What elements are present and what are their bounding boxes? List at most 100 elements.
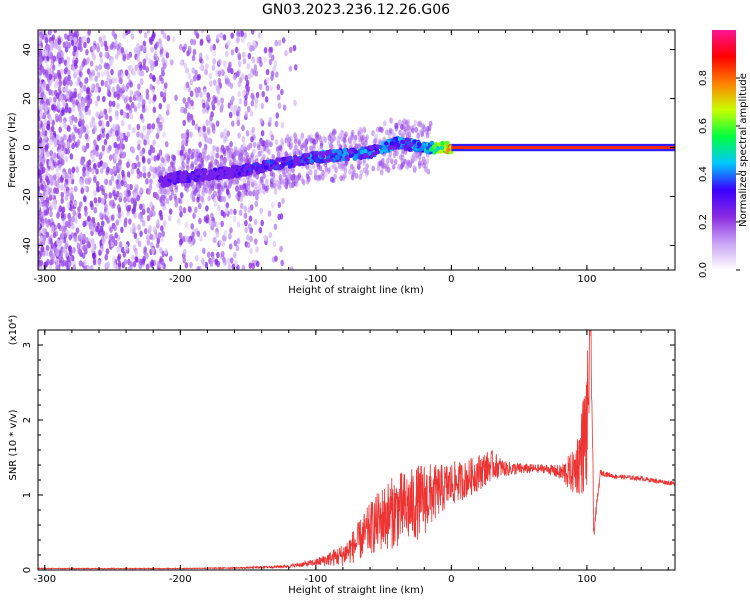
spectrogram-noise-point [148, 183, 153, 191]
spectrogram-noise-point [252, 141, 257, 148]
spectrogram-noise-point [178, 232, 183, 239]
spectrogram-noise-point [232, 215, 237, 223]
spectrogram-noise-point [102, 95, 106, 103]
spectrogram-noise-point [62, 100, 67, 108]
spectrogram-haze-point [348, 168, 352, 175]
spectrogram-noise-point [81, 119, 85, 126]
spectrogram-haze-point [267, 139, 271, 146]
spectrogram-noise-point [254, 102, 258, 109]
spectrogram-noise-point [84, 105, 88, 113]
spectrogram-haze-point [198, 195, 203, 202]
spectrogram-noise-point [281, 197, 285, 205]
spectrogram-noise-point [236, 221, 241, 228]
spectrogram-noise-point [242, 51, 246, 59]
spectrogram-noise-point [102, 34, 106, 41]
spectrogram-haze-point [161, 197, 166, 204]
spectrogram-haze-point [162, 188, 167, 195]
spectrogram-noise-point [64, 76, 68, 83]
spectrogram-haze-point [237, 155, 242, 162]
spectrogram-noise-point [101, 144, 106, 152]
spectrogram-noise-point [146, 214, 151, 222]
spectrogram-noise-point [129, 261, 134, 268]
spectrogram-noise-point [96, 95, 101, 102]
spectrogram-noise-point [76, 139, 81, 146]
spectrogram-noise-point [38, 237, 41, 244]
spectrogram-noise-point [70, 194, 75, 201]
spectrogram-noise-point [51, 64, 56, 71]
spectrogram-signal-point [250, 164, 255, 170]
spectrogram-noise-point [228, 233, 232, 240]
spectrogram-noise-point [135, 94, 140, 102]
spectrogram-noise-point [66, 148, 71, 155]
spectrogram-noise-point [130, 197, 135, 204]
spectrogram-noise-point [267, 210, 272, 217]
spectrogram-noise-point [92, 54, 96, 61]
spectrogram-noise-point [191, 67, 196, 74]
spectrogram-noise-point [64, 261, 69, 268]
spectrogram-noise-point [44, 249, 49, 257]
spectrogram-noise-point [53, 82, 58, 89]
spectrogram-noise-point [57, 143, 62, 151]
spectrogram-noise-point [184, 262, 189, 269]
spectrogram-signal-point [202, 169, 208, 174]
spectrogram-noise-point [48, 96, 53, 104]
spectrogram-haze-point [322, 135, 326, 142]
spectrogram-noise-point [176, 218, 181, 225]
spectrogram-haze-point [360, 134, 364, 141]
spectrogram-noise-point [93, 162, 97, 170]
spectrogram-noise-point [139, 258, 143, 266]
spectrogram-noise-point [65, 172, 70, 180]
spectrogram-noise-point [75, 80, 79, 87]
spectrogram-noise-point [160, 258, 165, 266]
spectrogram-noise-point [55, 264, 60, 270]
spectrogram-noise-point [288, 46, 293, 54]
spectrogram-noise-point [79, 45, 83, 53]
spectrogram-signal-point [407, 147, 413, 152]
spectrogram-noise-point [91, 116, 95, 123]
spectrogram-noise-point [202, 125, 207, 133]
spectrogram-noise-point [226, 77, 230, 85]
spectrogram-haze-point [223, 156, 228, 163]
spectrogram-noise-point [211, 100, 215, 107]
spectrogram-noise-point [145, 66, 150, 73]
spectrogram-noise-point [73, 36, 77, 44]
spectrogram-haze-point [200, 162, 205, 169]
spectrogram-noise-point [200, 30, 205, 34]
spectrogram-noise-point [195, 91, 199, 98]
spectrogram-noise-point [108, 192, 113, 199]
spectrogram-signal-point [246, 162, 251, 168]
spectrogram-noise-point [90, 229, 94, 237]
spectrogram-haze-point [297, 172, 302, 179]
spectrogram-noise-point [51, 34, 56, 41]
spectrogram-noise-point [129, 227, 134, 234]
spectrogram-noise-point [100, 245, 104, 252]
spectrogram-noise-point [137, 161, 141, 168]
spectrogram-noise-point [59, 233, 64, 240]
spectrogram-haze-point [209, 182, 214, 189]
spectrogram-noise-point [143, 32, 148, 39]
spectrogram-noise-point [254, 200, 259, 208]
spectrogram-noise-point [220, 103, 224, 110]
spectrogram-noise-point [136, 90, 140, 97]
spectrogram-y-tick-label: 0 [22, 144, 33, 150]
spectrogram-noise-point [126, 171, 131, 178]
spectrogram-haze-point [190, 153, 194, 160]
spectrogram-noise-point [249, 227, 254, 234]
spectrogram-noise-point [255, 246, 259, 253]
spectrogram-noise-point [49, 210, 53, 218]
spectrogram-noise-point [225, 202, 230, 209]
spectrogram-noise-point [89, 200, 94, 207]
spectrogram-noise-point [164, 140, 169, 148]
spectrogram-noise-point [233, 208, 237, 215]
spectrogram-noise-point [128, 218, 132, 225]
spectrogram-haze-point [416, 133, 421, 140]
spectrogram-noise-point [229, 257, 234, 264]
spectrogram-noise-point [59, 176, 64, 183]
spectrogram-noise-point [270, 134, 275, 141]
spectrogram-signal-point [345, 157, 350, 162]
spectrogram-noise-point [157, 232, 162, 239]
spectrogram-haze-point [387, 154, 392, 161]
spectrogram-noise-point [158, 74, 163, 82]
spectrogram-noise-point [225, 50, 229, 58]
spectrogram-haze-point [352, 139, 357, 146]
